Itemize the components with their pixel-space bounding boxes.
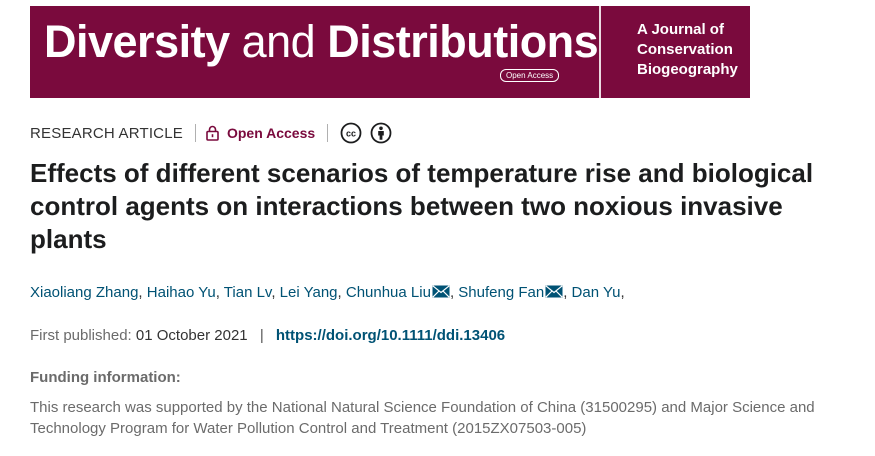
first-published-date: 01 October 2021: [135, 327, 248, 344]
tagline-line: A Journal of: [637, 21, 724, 38]
lock-icon: [206, 125, 219, 141]
author-list: Xiaoliang Zhang, Haihao Yu, Tian Lv, Lei…: [30, 284, 625, 301]
journal-tagline: A Journal of Conservation Biogeography: [637, 20, 738, 80]
envelope-icon[interactable]: [432, 285, 450, 298]
journal-banner[interactable]: Diversity and Distributions Open Access …: [30, 6, 750, 98]
author-link[interactable]: Haihao Yu: [146, 284, 216, 301]
open-access-label[interactable]: Open Access: [226, 125, 316, 141]
attribution-icon[interactable]: [370, 122, 392, 144]
tagline-line: Biogeography: [637, 61, 738, 78]
author-link[interactable]: Chunhua Liu: [345, 284, 431, 301]
doi-link[interactable]: https://doi.org/10.1111/ddi.13406: [275, 327, 506, 344]
article-type: RESEARCH ARTICLE: [30, 124, 183, 142]
author-link[interactable]: Shufeng Fan: [458, 284, 545, 301]
journal-name: Diversity and Distributions: [44, 16, 599, 67]
publication-info: First published: 01 October 2021 | https…: [30, 327, 505, 344]
author-link[interactable]: Tian Lv: [223, 284, 272, 301]
funding-heading: Funding information:: [30, 369, 181, 386]
article-meta-row: RESEARCH ARTICLE Open Access cc: [30, 121, 400, 145]
article-title: Effects of different scenarios of temper…: [30, 158, 814, 254]
pub-separator: |: [259, 327, 264, 344]
svg-text:cc: cc: [346, 129, 356, 139]
banner-divider: [599, 6, 601, 98]
author-link[interactable]: Dan Yu: [571, 284, 621, 301]
divider: [194, 124, 196, 142]
divider: [327, 124, 329, 142]
funding-text: This research was supported by the Natio…: [30, 399, 815, 437]
first-published-label: First published:: [30, 327, 132, 344]
author-link[interactable]: Lei Yang: [279, 284, 338, 301]
tagline-line: Conservation: [637, 41, 733, 58]
open-access-pill: Open Access: [500, 69, 560, 82]
author-link[interactable]: Xiaoliang Zhang: [30, 284, 139, 301]
envelope-icon[interactable]: [545, 285, 563, 298]
creative-commons-icon[interactable]: cc: [340, 122, 362, 144]
